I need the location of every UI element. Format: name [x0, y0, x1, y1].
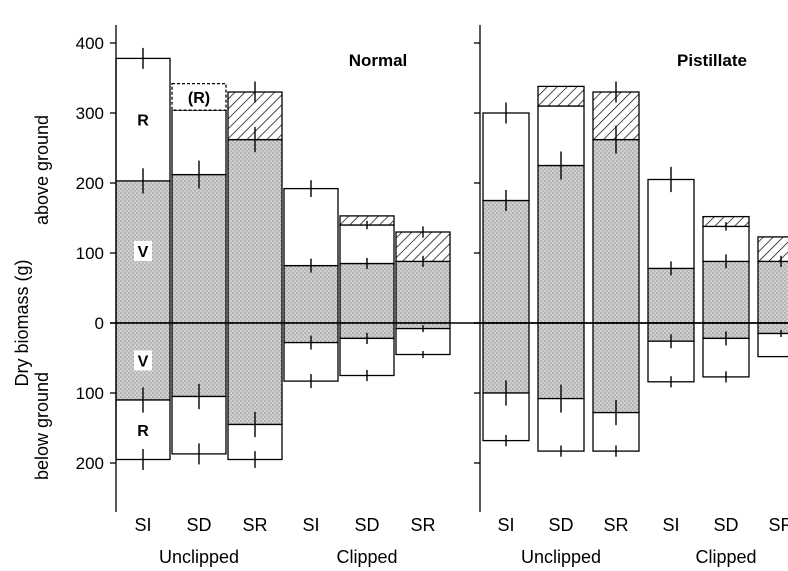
segment-label-r: R — [137, 423, 149, 440]
bar-below-vegetative — [757, 322, 788, 335]
x-tick-label: SI — [662, 515, 679, 535]
bar-above-vegetative — [537, 164, 585, 324]
y-tick-label: 0 — [95, 314, 104, 333]
label-backdrop — [134, 240, 152, 261]
x-tick-label: SR — [242, 515, 267, 535]
group-label: Unclipped — [521, 547, 601, 567]
bar-above-vegetative — [339, 262, 395, 324]
label-backdrop — [134, 350, 152, 371]
panel-title: Pistillate — [677, 51, 747, 70]
segment-label-r: R — [137, 113, 149, 130]
bar-above-vegetative — [395, 260, 451, 324]
segment-label-r-parenthetical: (R) — [188, 90, 210, 107]
bar-below-reproductive — [395, 327, 451, 356]
bar-above-reproductive — [115, 57, 171, 182]
bar-above-reproductive — [339, 224, 395, 265]
y-tick-label: 200 — [76, 174, 104, 193]
x-tick-label: SD — [354, 515, 379, 535]
bar-above-vegetative — [702, 260, 750, 324]
bar-above-vegetative — [647, 267, 695, 324]
x-tick-label: SI — [302, 515, 319, 535]
x-tick-label: SR — [768, 515, 788, 535]
axes-layer — [110, 25, 788, 512]
group-label: Clipped — [336, 547, 397, 567]
bar-above-hatched-extra — [537, 85, 585, 107]
x-tick-label: SR — [410, 515, 435, 535]
bar-above-vegetative — [227, 138, 283, 324]
bar-above-vegetative — [283, 264, 339, 324]
y-axis-title-below: below ground — [32, 372, 52, 480]
x-tick-label: SI — [134, 515, 151, 535]
x-tick-label: SD — [186, 515, 211, 535]
x-tick-label: SI — [497, 515, 514, 535]
y-tick-label: 400 — [76, 34, 104, 53]
y-tick-label: 300 — [76, 104, 104, 123]
bar-above-vegetative — [482, 199, 530, 324]
segment-label-v: V — [138, 354, 149, 371]
group-label: Unclipped — [159, 547, 239, 567]
bar-above-dashed-extra — [171, 82, 227, 111]
y-tick-label: 100 — [76, 244, 104, 263]
bar-above-reproductive — [283, 187, 339, 267]
bar-above-vegetative — [171, 173, 227, 324]
bar-above-vegetative — [757, 260, 788, 324]
bar-below-vegetative — [227, 322, 283, 426]
bar-above-reproductive — [482, 112, 530, 202]
bar-above-reproductive — [647, 178, 695, 270]
x-tick-label: SD — [713, 515, 738, 535]
labels-layer: Dry biomass (g) above ground below groun… — [12, 34, 104, 480]
group-label: Clipped — [695, 547, 756, 567]
x-tick-label: SD — [548, 515, 573, 535]
bar-below-reproductive — [757, 332, 788, 358]
y-tick-label: 200 — [76, 454, 104, 473]
y-tick-label: 100 — [76, 384, 104, 403]
bar-above-vegetative — [592, 138, 640, 324]
bar-below-reproductive — [339, 337, 395, 377]
bar-below-vegetative — [592, 322, 640, 414]
panel-title: Normal — [349, 51, 408, 70]
bar-above-reproductive — [757, 236, 788, 263]
segment-label-v: V — [138, 244, 149, 261]
x-tick-label: SR — [603, 515, 628, 535]
y-axis-title: Dry biomass (g) — [12, 259, 32, 386]
y-axis-title-above: above ground — [32, 115, 52, 225]
